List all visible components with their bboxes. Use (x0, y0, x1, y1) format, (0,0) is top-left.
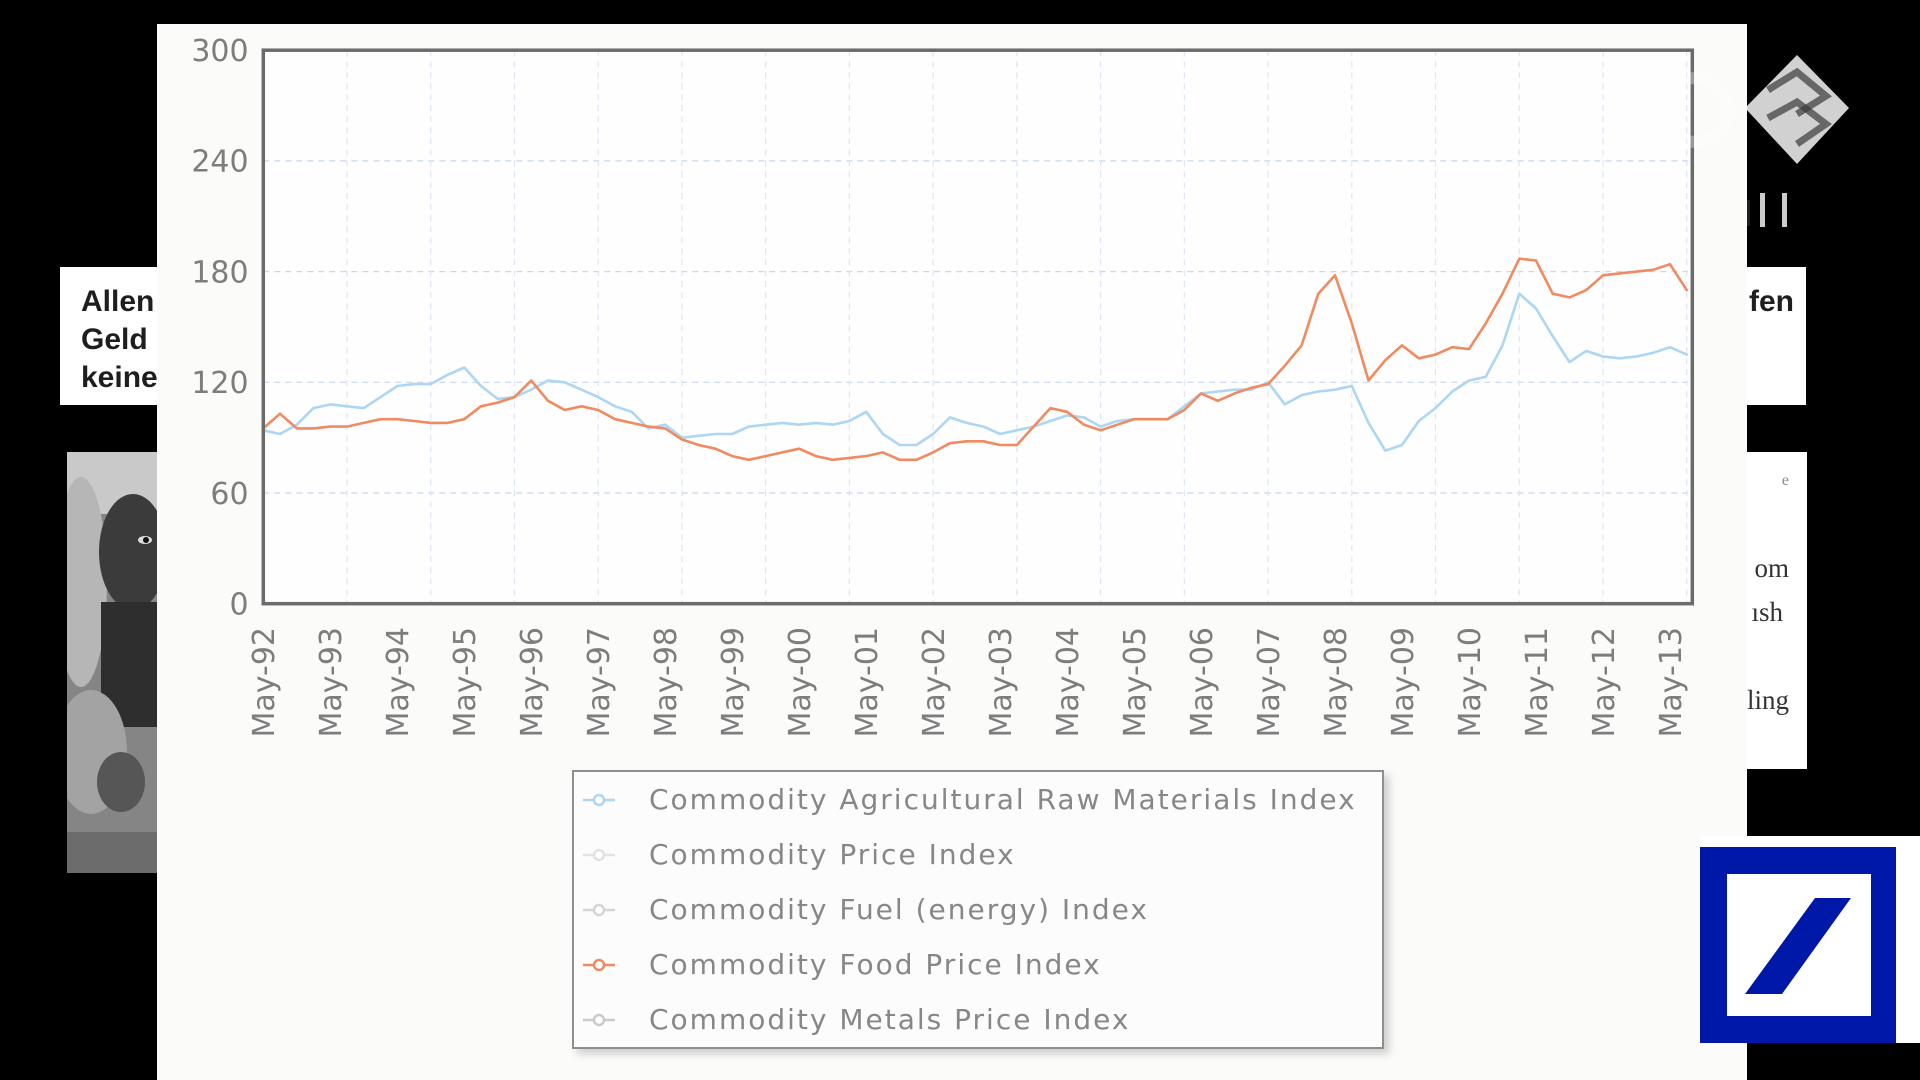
x-tick-label: May-95 (448, 627, 483, 738)
plot-background (263, 50, 1693, 604)
x-tick-label: May-00 (783, 627, 818, 738)
x-tick-label: May-07 (1252, 627, 1287, 738)
legend-label: Commodity Food Price Index (649, 948, 1102, 981)
x-tick-label: May-99 (716, 627, 751, 738)
legend-label: Commodity Price Index (649, 838, 1016, 871)
legend-marker (583, 1013, 615, 1026)
snippet-fragment: om (1754, 553, 1789, 583)
x-axis: May-92 May-93 May-94 May-95 May-96 May-97 May-… (247, 627, 1689, 738)
legend-label: Commodity Agricultural Raw Materials Ind… (649, 783, 1357, 816)
series-line-commodity-agricultural-raw-materials-index (262, 292, 1688, 452)
legend-marker-dot (592, 793, 606, 806)
snippet-fragment: ling (1747, 685, 1789, 715)
plot-frame (261, 48, 1695, 606)
legend-marker (583, 903, 615, 916)
legend-item-agricultural-raw-materials[interactable]: Commodity Agricultural Raw Materials Ind… (574, 772, 1382, 827)
legend-item-commodity-price[interactable]: Commodity Price Index (574, 827, 1382, 882)
chart-legend: Commodity Agricultural Raw Materials Ind… (572, 770, 1384, 1049)
y-tick-label: 300 (191, 34, 248, 69)
y-tick-label: 120 (191, 366, 248, 401)
left-caption-line: Geld (81, 323, 148, 356)
y-tick-label: 60 (210, 477, 248, 512)
left-caption-line: keine (81, 361, 157, 394)
legend-marker (583, 958, 615, 971)
x-tick-label: May-96 (515, 627, 550, 738)
snippet-fragment: ısh (1751, 597, 1783, 627)
series-line-commodity-food-price-index (262, 257, 1688, 462)
x-tick-label: May-06 (1185, 627, 1220, 738)
chart-panel: 0 60 120 180 240 300 May-92 May-93 May-94 May-95 M… (157, 24, 1747, 1080)
legend-marker-dot (592, 848, 606, 861)
y-tick-label: 240 (191, 145, 248, 180)
x-tick-label: May-92 (247, 627, 282, 738)
left-caption-box: Allen Geld keine (60, 267, 157, 405)
legend-marker-dot (592, 958, 606, 971)
left-caption-line: Allen (81, 285, 155, 318)
legend-label: Commodity Metals Price Index (649, 1003, 1131, 1036)
x-tick-label: May-93 (314, 627, 349, 738)
legend-item-metals-price[interactable]: Commodity Metals Price Index (574, 992, 1382, 1047)
x-tick-label: May-12 (1587, 627, 1622, 738)
legend-marker-dot (592, 1013, 606, 1026)
legend-item-food-price[interactable]: Commodity Food Price Index (574, 937, 1382, 992)
x-tick-label: May-05 (1118, 627, 1153, 738)
x-tick-label: May-98 (649, 627, 684, 738)
legend-item-fuel-energy[interactable]: Commodity Fuel (energy) Index (574, 882, 1382, 937)
child-photo (67, 452, 157, 873)
x-tick-label: May-08 (1319, 627, 1354, 738)
x-tick-label: May-04 (1051, 627, 1086, 738)
right-caption-box: fen (1747, 267, 1806, 405)
x-tick-label: May-97 (582, 627, 617, 738)
x-tick-label: May-01 (850, 627, 885, 738)
right-text-snippet: e om ısh ling (1747, 452, 1807, 769)
series-lines (262, 257, 1688, 462)
x-tick-label: May-09 (1386, 627, 1421, 738)
right-caption-line: fen (1749, 285, 1794, 318)
x-tick-label: May-13 (1654, 627, 1689, 738)
deutsche-bank-logo (1700, 836, 1920, 1043)
y-tick-label: 180 (191, 255, 248, 290)
tv-channel-logo (1658, 55, 1849, 227)
x-tick-label: May-94 (381, 627, 416, 738)
snippet-fragment: e (1781, 472, 1789, 489)
y-axis: 0 60 120 180 240 300 (191, 34, 248, 623)
x-tick-label: May-03 (984, 627, 1019, 738)
y-tick-label: 0 (230, 588, 249, 623)
legend-marker (583, 793, 615, 806)
x-tick-label: May-10 (1453, 627, 1488, 738)
x-tick-label: May-11 (1520, 627, 1555, 738)
grid-lines (263, 50, 1693, 604)
legend-marker (583, 848, 615, 861)
legend-marker-dot (592, 903, 606, 916)
x-tick-label: May-02 (917, 627, 952, 738)
legend-label: Commodity Fuel (energy) Index (649, 893, 1149, 926)
